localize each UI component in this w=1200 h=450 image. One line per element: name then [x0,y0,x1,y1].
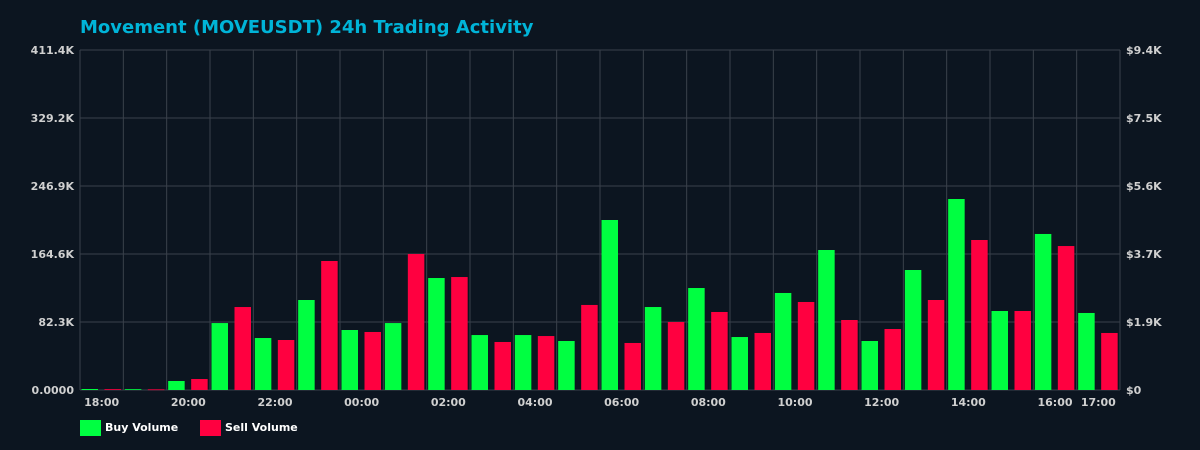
legend: Buy Volume Sell Volume [80,420,298,436]
sell-volume-bar [841,320,858,390]
y-axis-right: $0 $1.9K $3.7K $5.6K $7.5K $9.4K [1126,44,1162,397]
legend-item-sell[interactable]: Sell Volume [200,420,298,436]
buy-volume-bar [558,340,575,390]
sell-volume-bar [407,253,425,390]
sell-volume-bar [667,321,685,390]
x-tick-label: 18:00 [84,396,119,409]
y-axis-left: 0.0000 82.3K 164.6K 246.9K 329.2K 411.4K [31,44,75,397]
y2-tick-label: $0 [1126,384,1142,397]
y2-tick-label: $1.9K [1126,316,1162,329]
x-tick-label: 17:00 [1081,396,1116,409]
sell-volume-bar [711,311,728,390]
y-tick-label: 246.9K [31,180,75,193]
sell-volume-bar [1057,246,1075,390]
buy-volume-bar [731,337,748,390]
y2-tick-label: $3.7K [1126,248,1162,261]
bars [81,199,1118,391]
sell-volume-bar [537,336,555,390]
legend-swatch-sell [200,420,221,436]
x-tick-label: 16:00 [1037,396,1072,409]
x-tick-label: 14:00 [951,396,986,409]
legend-label-buy: Buy Volume [105,421,178,434]
x-axis: 18:00 20:00 22:00 00:00 02:00 04:00 06:00 08:00… [84,396,1116,409]
x-tick-label: 08:00 [691,396,726,409]
sell-volume-bar [624,342,641,390]
buy-volume-bar [428,278,445,390]
buy-volume-bar [774,292,792,390]
y2-tick-label: $5.6K [1126,180,1162,193]
sell-volume-bar [494,341,511,390]
buy-volume-bar [688,288,705,390]
sell-volume-bar [104,389,121,390]
sell-volume-bar [884,329,901,390]
buy-volume-bar [644,307,662,390]
grid [79,49,1121,391]
y2-tick-label: $9.4K [1126,44,1162,57]
x-tick-label: 06:00 [604,396,639,409]
x-tick-label: 22:00 [257,396,292,409]
x-tick-label: 00:00 [344,396,379,409]
x-tick-label: 04:00 [517,396,552,409]
sell-volume-bar [364,331,381,390]
buy-volume-bar [124,389,142,390]
buy-volume-bar [861,340,878,390]
legend-item-buy[interactable]: Buy Volume [80,420,178,436]
buy-volume-bar [904,270,922,390]
sell-volume-bar [147,389,165,391]
sell-volume-bar [451,277,468,390]
sell-volume-bar [277,340,295,390]
chart-title: Movement (MOVEUSDT) 24h Trading Activity [80,17,534,38]
sell-volume-bar [321,260,338,390]
x-tick-label: 20:00 [171,396,206,409]
sell-volume-bar [971,240,988,390]
buy-volume-bar [948,199,965,390]
sell-volume-bar [581,304,598,390]
buy-volume-bar [81,389,98,390]
buy-volume-bar [514,335,532,390]
buy-volume-bar [384,323,402,390]
buy-volume-bar [211,323,228,390]
x-tick-label: 10:00 [777,396,812,409]
sell-volume-bar [191,379,208,390]
x-tick-label: 02:00 [431,396,466,409]
buy-volume-bar [168,380,185,390]
buy-volume-bar [471,335,488,390]
buy-volume-bar [254,338,272,390]
y-tick-label: 329.2K [31,112,75,125]
buy-volume-bar [601,220,618,390]
buy-volume-bar [1034,233,1052,390]
y2-tick-label: $7.5K [1126,112,1162,125]
sell-volume-bar [234,307,251,390]
sell-volume-bar [1014,310,1031,390]
y-tick-label: 411.4K [31,44,75,57]
buy-volume-bar [298,300,315,390]
y-tick-label: 0.0000 [32,384,75,397]
buy-volume-bar [1078,312,1095,390]
buy-volume-bar [818,250,835,390]
sell-volume-bar [927,300,945,390]
y-tick-label: 164.6K [31,248,75,261]
sell-volume-bar [797,301,815,390]
sell-volume-bar [1101,332,1118,390]
sell-volume-bar [754,332,771,390]
legend-swatch-buy [80,420,101,436]
buy-volume-bar [341,330,358,390]
legend-label-sell: Sell Volume [225,421,298,434]
buy-volume-bar [991,310,1008,390]
x-tick-label: 12:00 [864,396,899,409]
y-tick-label: 82.3K [38,316,74,329]
